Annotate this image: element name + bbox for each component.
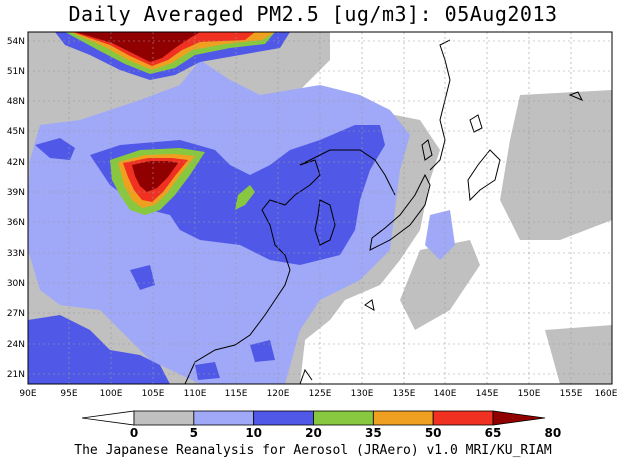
colorbar-swatch <box>492 410 546 426</box>
colorbar-swatch <box>372 410 434 426</box>
map-frame <box>27 31 613 385</box>
y-tick-label: 24N <box>7 340 25 350</box>
x-tick-label: 135E <box>393 389 416 399</box>
x-tick-label: 140E <box>434 389 457 399</box>
colorbar: 0 5 10 20 35 50 65 80 <box>81 410 561 440</box>
colorbar-label: 50 <box>425 426 442 440</box>
pm25-level-20 <box>195 362 220 380</box>
pm25-level-80 <box>75 32 200 62</box>
y-tick-label: 51N <box>7 67 25 77</box>
colorbar-label: 35 <box>365 426 382 440</box>
x-tick-label: 150E <box>518 389 541 399</box>
x-tick-label: 115E <box>225 389 248 399</box>
pm25-level-20 <box>130 265 155 290</box>
colorbar-label: 65 <box>485 426 502 440</box>
y-tick-label: 54N <box>7 37 25 47</box>
colorbar-swatch <box>313 410 374 426</box>
y-axis-labels: 54N 51N 48N 45N 42N 39N 36N 33N 30N 27N … <box>7 37 25 380</box>
x-tick-label: 145E <box>476 389 499 399</box>
map-footer: The Japanese Reanalysis for Aerosol (JRA… <box>74 443 552 458</box>
x-tick-label: 110E <box>184 389 207 399</box>
pm25-level-20 <box>28 315 170 384</box>
x-tick-label: 125E <box>309 389 332 399</box>
y-tick-label: 27N <box>7 309 25 319</box>
y-tick-label: 21N <box>7 370 25 380</box>
pm25-level-10 <box>425 210 455 260</box>
y-tick-label: 39N <box>7 188 25 198</box>
x-tick-label: 95E <box>60 389 77 399</box>
y-tick-label: 30N <box>7 279 25 289</box>
pm25-level-20 <box>250 340 275 362</box>
colorbar-label: 10 <box>245 426 262 440</box>
x-tick-label: 120E <box>267 389 290 399</box>
x-tick-label: 90E <box>19 389 36 399</box>
colorbar-swatch <box>193 410 255 426</box>
x-tick-label: 100E <box>100 389 123 399</box>
colorbar-label: 20 <box>305 426 322 440</box>
pm25-level-5 <box>545 325 612 384</box>
colorbar-label: 80 <box>544 426 561 440</box>
x-tick-label: 130E <box>351 389 374 399</box>
colorbar-swatch <box>81 410 135 426</box>
pm25-level-5 <box>400 240 480 330</box>
pm25-field <box>28 32 612 384</box>
y-tick-label: 42N <box>7 158 25 168</box>
x-tick-label: 160E <box>595 389 618 399</box>
colorbar-swatch <box>432 410 494 426</box>
y-tick-label: 33N <box>7 249 25 259</box>
x-tick-label: 105E <box>142 389 165 399</box>
x-tick-label: 155E <box>560 389 583 399</box>
x-axis-labels: 90E 95E 100E 105E 110E 115E 120E 125E 13… <box>19 389 617 399</box>
map-title: Daily Averaged PM2.5 [ug/m3]: 05Aug2013 <box>68 2 558 26</box>
coastlines <box>184 39 584 384</box>
colorbar-swatch <box>253 410 314 426</box>
y-tick-label: 36N <box>7 218 25 228</box>
grid-lines <box>28 32 612 384</box>
pm25-level-80 <box>132 161 178 192</box>
y-tick-label: 45N <box>7 127 25 137</box>
pm25-level-5 <box>500 90 612 240</box>
y-tick-label: 48N <box>7 97 25 107</box>
colorbar-label: 0 <box>130 426 138 440</box>
colorbar-swatch <box>133 410 195 426</box>
colorbar-label: 5 <box>190 426 198 440</box>
pm25-level-20 <box>35 138 75 160</box>
pm25-level-35 <box>235 185 255 210</box>
